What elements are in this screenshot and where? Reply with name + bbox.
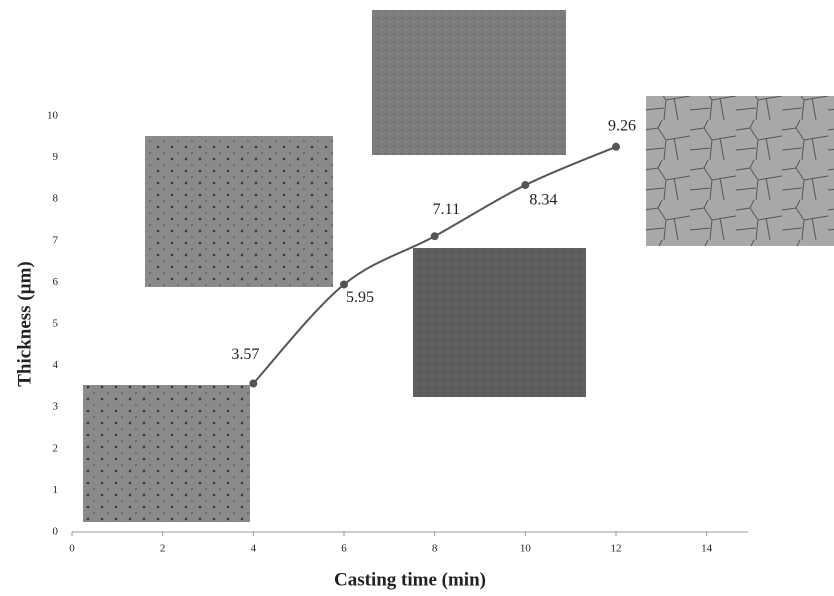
y-tick-label: 4: [53, 359, 59, 371]
data-label: 9.26: [608, 117, 636, 134]
data-point: [612, 143, 620, 151]
x-tick-label: 4: [251, 543, 257, 555]
data-label: 5.95: [346, 289, 374, 306]
x-tick-label: 0: [69, 543, 75, 555]
y-tick-label: 2: [53, 442, 59, 454]
sem-image: [413, 248, 586, 397]
sem-image: [372, 10, 566, 155]
sem-image: [83, 385, 250, 522]
y-tick-label: 10: [47, 110, 59, 122]
x-tick-label: 2: [160, 543, 166, 555]
y-axis-title: Thickness (µm): [14, 261, 35, 387]
x-tick-label: 8: [432, 543, 438, 555]
data-label: 7.11: [433, 201, 460, 218]
page: Casting time (min) Thickness (µm) 0 2 4 6 8 1…: [0, 0, 834, 596]
sem-insets: [83, 10, 834, 522]
x-tick-label: 14: [701, 543, 713, 555]
sem-image: [646, 96, 834, 246]
sem-image: [145, 136, 333, 287]
y-tick-label: 5: [53, 318, 59, 330]
y-tick-label: 6: [53, 276, 59, 288]
data-point: [521, 181, 529, 189]
data-point: [249, 379, 257, 387]
y-tick-label: 9: [53, 151, 59, 163]
y-tick-label: 1: [53, 484, 59, 496]
x-axis-title: Casting time (min): [334, 569, 486, 590]
data-point: [340, 280, 348, 288]
y-tick-label: 8: [53, 193, 59, 205]
y-tick-label: 0: [53, 526, 59, 538]
x-tick-label: 6: [341, 543, 347, 555]
data-label: 3.57: [231, 346, 259, 363]
x-tick-label: 10: [520, 543, 532, 555]
y-tick-label: 3: [53, 401, 59, 413]
data-label: 8.34: [529, 192, 557, 209]
chart: Casting time (min) Thickness (µm) 0 2 4 6 8 1…: [0, 0, 834, 596]
data-point: [431, 232, 439, 240]
x-tick-label: 12: [611, 543, 622, 555]
y-tick-label: 7: [53, 234, 59, 246]
